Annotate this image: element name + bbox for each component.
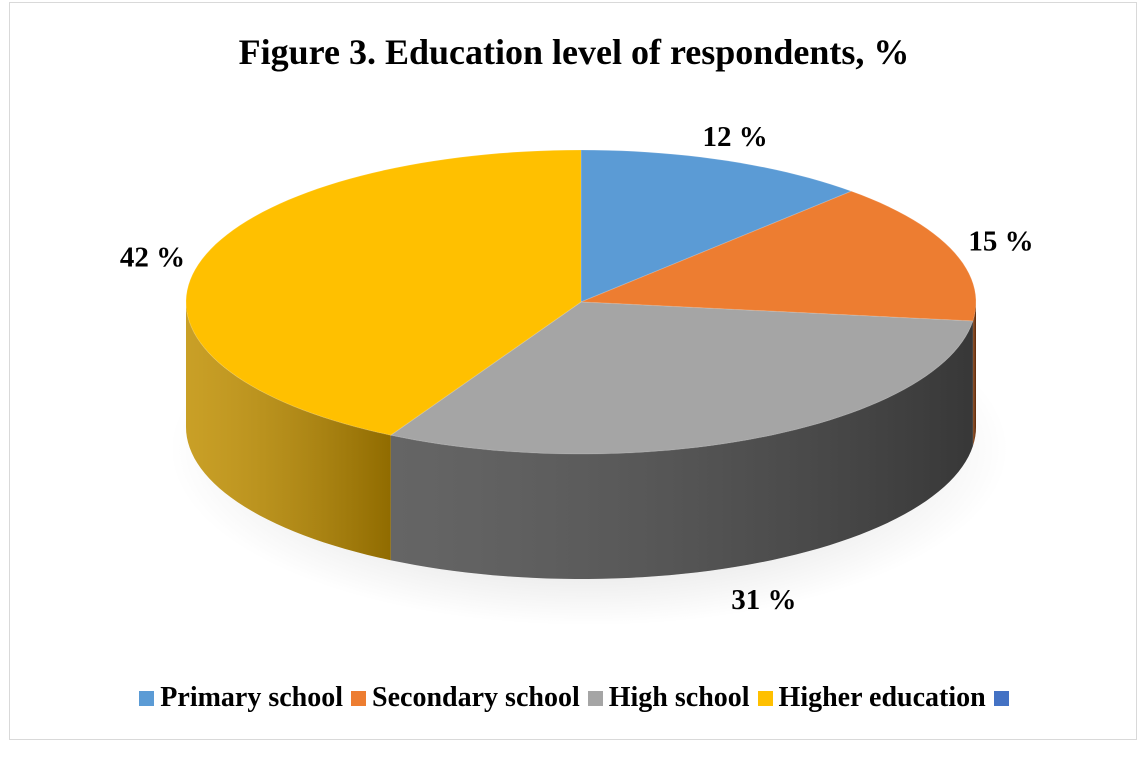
- pie-side-shade: [186, 302, 391, 561]
- pie-side-shade: [390, 321, 973, 579]
- legend-item: Primary school: [139, 682, 343, 714]
- legend-swatch: [993, 690, 1009, 706]
- pie-slice-high-school[interactable]: [389, 301, 974, 455]
- chart-frame: [9, 2, 1137, 740]
- legend-swatch: [757, 690, 773, 706]
- legend-label: High school: [608, 682, 750, 713]
- legend-swatch: [139, 690, 155, 706]
- pie-slice-secondary-school[interactable]: [580, 190, 977, 322]
- legend-label: Higher education: [778, 682, 986, 713]
- legend-label: Secondary school: [372, 682, 580, 713]
- pie-slice-higher-education[interactable]: [185, 149, 582, 436]
- data-label-primary-school: 12 %: [702, 121, 767, 153]
- data-label-high-school: 31 %: [731, 584, 796, 616]
- legend-item: High school: [587, 682, 750, 714]
- legend-item: [993, 690, 1009, 706]
- pie-side-shade: [972, 302, 976, 447]
- chart-title: Figure 3. Education level of respondents…: [238, 32, 910, 72]
- legend-swatch: [587, 690, 603, 706]
- legend-label: Primary school: [160, 682, 344, 713]
- legend-swatch: [351, 690, 367, 706]
- legend: Primary school Secondary school High schoo…: [0, 682, 1148, 714]
- data-label-higher-education: 42 %: [120, 241, 185, 273]
- data-label-secondary-school: 15 %: [968, 225, 1033, 257]
- legend-item: Higher education: [757, 682, 986, 714]
- legend-item: Secondary school: [351, 682, 580, 714]
- pie-slice-primary-school[interactable]: [580, 149, 853, 303]
